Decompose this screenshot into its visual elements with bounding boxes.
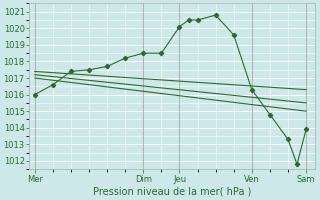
X-axis label: Pression niveau de la mer( hPa ): Pression niveau de la mer( hPa ) xyxy=(93,187,251,197)
